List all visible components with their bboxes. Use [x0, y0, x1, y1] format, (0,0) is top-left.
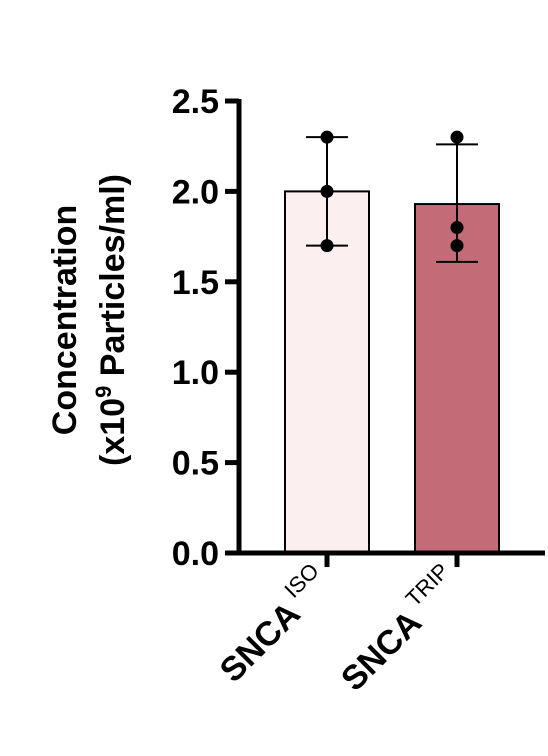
y-tick-label-6: 2.5	[172, 83, 219, 121]
y-axis-title: Concentration (x109 Particles/ml)	[46, 174, 132, 466]
x-tick-label-gene-1: SNCA	[213, 595, 308, 690]
data-point-1-2	[320, 184, 334, 198]
y-tick-label-5: 2.0	[172, 173, 219, 211]
y-axis-title-prefix: (x10	[94, 398, 132, 466]
x-tick-label-variant-2: TRIP	[401, 558, 454, 611]
x-tick-label-gene-2: SNCA	[334, 603, 429, 698]
chart-marks	[284, 130, 500, 554]
y-tick-label-4: 1.5	[172, 264, 219, 302]
y-tick-label-2: 0.5	[172, 445, 219, 483]
y-axis-title-line2: (x109 Particles/ml)	[91, 174, 132, 466]
data-point-2-3	[450, 130, 464, 144]
x-tick-label-1: SNCAISO	[207, 558, 339, 690]
data-point-1-3	[320, 130, 334, 144]
x-tick-label-2: SNCATRIP	[328, 558, 468, 698]
x-tick-label-variant-1: ISO	[279, 558, 323, 602]
y-axis-title-suffix: Particles/ml)	[94, 174, 132, 386]
y-axis-title-line1: Concentration	[46, 205, 84, 435]
data-point-2-1	[450, 239, 464, 253]
y-tick-label-3: 1.0	[172, 354, 219, 392]
y-tick-label-1: 0.0	[172, 535, 219, 573]
data-point-1-1	[320, 239, 334, 253]
chart-axes: 0.0 0.5 1.0 1.5 2.0 2.5	[172, 83, 545, 573]
y-axis-title-exponent: 9	[91, 386, 116, 398]
data-point-2-2	[450, 221, 464, 235]
